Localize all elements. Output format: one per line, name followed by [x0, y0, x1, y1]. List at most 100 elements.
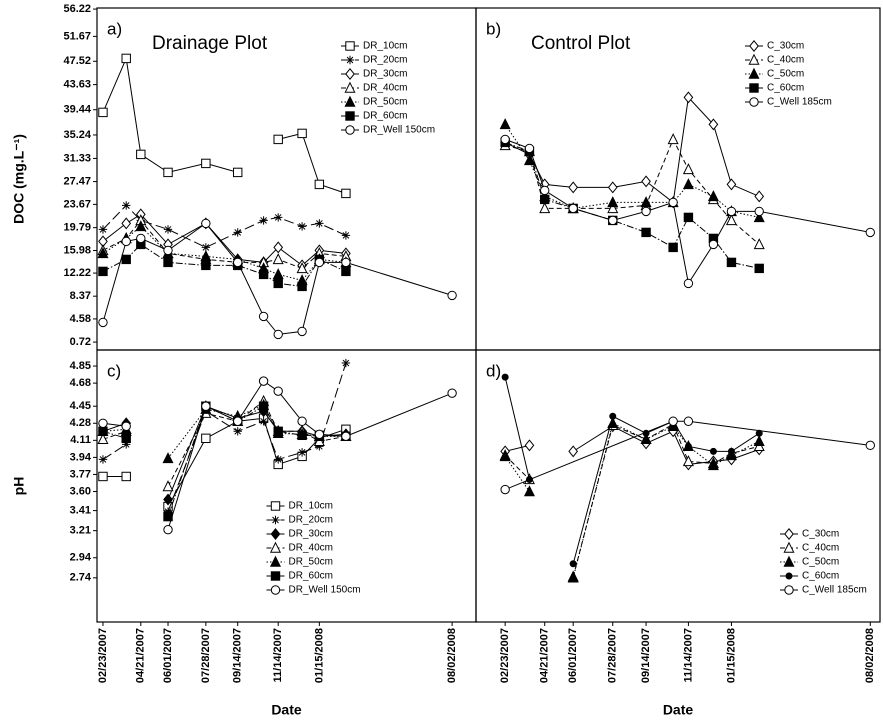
marker	[341, 358, 351, 368]
legend-marker	[270, 501, 281, 511]
marker	[314, 179, 325, 190]
x-axis-label: Date	[271, 702, 302, 718]
marker	[258, 376, 269, 386]
x-tick-label: 08/02/2008	[864, 628, 876, 683]
series-line	[102, 417, 347, 507]
marker	[640, 196, 652, 208]
marker	[97, 247, 109, 259]
marker	[524, 143, 535, 154]
marker	[258, 311, 269, 322]
legend-label: C_30cm	[767, 41, 804, 52]
marker	[641, 175, 651, 188]
marker	[258, 269, 269, 280]
x-tick-label: 07/28/2007	[607, 628, 619, 683]
marker	[341, 257, 351, 268]
legend-marker	[345, 55, 355, 65]
marker	[297, 222, 307, 231]
marker	[259, 417, 268, 426]
legend-label: DR_30cm	[363, 69, 407, 80]
marker	[272, 268, 284, 280]
marker	[539, 202, 551, 214]
marker	[314, 429, 325, 440]
y-tick-label: 23.67	[63, 198, 91, 210]
marker	[568, 181, 579, 194]
marker	[865, 227, 875, 238]
legend-label: DR_20cm	[363, 55, 407, 66]
marker	[447, 388, 457, 398]
x-tick-label: 09/14/2007	[232, 628, 244, 683]
legend-marker	[748, 53, 760, 65]
marker	[98, 471, 108, 482]
marker	[709, 447, 717, 455]
y-tick-label: 19.79	[63, 222, 91, 234]
y-tick-label: 4.68	[70, 377, 91, 389]
legend-label: C_30cm	[802, 529, 839, 540]
marker	[297, 128, 307, 139]
x-tick-label: 04/21/2007	[539, 628, 551, 683]
marker	[121, 217, 132, 230]
marker	[683, 212, 694, 223]
marker	[569, 560, 577, 568]
marker	[753, 238, 765, 250]
legend-label: DR_60cm	[363, 111, 407, 122]
legend-marker	[344, 81, 356, 93]
marker	[314, 257, 325, 268]
series-line	[102, 404, 346, 459]
y-tick-label: 3.21	[70, 525, 91, 537]
marker	[725, 214, 737, 226]
marker	[233, 167, 243, 178]
marker	[233, 416, 243, 426]
y-tick-label: 31.33	[63, 152, 91, 164]
series-line	[504, 141, 760, 269]
x-tick-label: 02/23/2007	[97, 628, 109, 683]
legend-marker	[749, 97, 759, 107]
marker	[98, 455, 108, 464]
legend-label: DR_30cm	[289, 529, 333, 540]
marker	[163, 524, 173, 535]
legend-label: DR_Well 150cm	[363, 125, 435, 136]
legend-label: DR_20cm	[289, 515, 333, 526]
marker	[500, 484, 510, 495]
marker	[274, 213, 283, 222]
marker	[641, 227, 651, 238]
marker	[641, 206, 651, 217]
marker	[500, 134, 510, 145]
marker	[754, 263, 764, 274]
marker	[315, 442, 324, 451]
marker	[707, 459, 719, 471]
legend-label: DR_10cm	[289, 501, 333, 512]
marker	[607, 196, 619, 208]
x-tick-label: 08/02/2008	[446, 628, 458, 683]
legend-label: C_40cm	[767, 55, 804, 66]
marker	[682, 455, 694, 467]
marker	[708, 118, 719, 131]
series-line	[102, 56, 347, 194]
legend-label: DR_40cm	[289, 543, 333, 554]
marker	[163, 245, 173, 256]
panel-title: Drainage Plot	[152, 33, 268, 54]
y-tick-label: 2.94	[70, 552, 92, 564]
marker	[501, 373, 509, 381]
marker	[499, 118, 511, 130]
x-tick-label: 07/28/2007	[200, 628, 212, 683]
legend-label: DR_50cm	[363, 97, 407, 108]
x-tick-label: 09/14/2007	[640, 628, 652, 683]
marker	[682, 178, 694, 190]
marker	[568, 445, 579, 458]
marker	[726, 257, 737, 268]
legend-marker	[784, 528, 794, 540]
marker	[726, 206, 737, 217]
y-tick-label: 51.67	[63, 30, 91, 42]
marker	[683, 416, 694, 426]
legend-marker	[783, 555, 795, 567]
marker	[297, 281, 307, 292]
legend-label: DR_50cm	[289, 557, 333, 568]
marker	[296, 262, 308, 274]
legend-marker	[748, 67, 760, 79]
marker	[341, 266, 351, 277]
marker	[865, 440, 875, 451]
marker	[273, 241, 284, 254]
marker	[754, 190, 765, 203]
y-tick-label: 8.37	[70, 290, 91, 302]
marker	[272, 253, 284, 265]
